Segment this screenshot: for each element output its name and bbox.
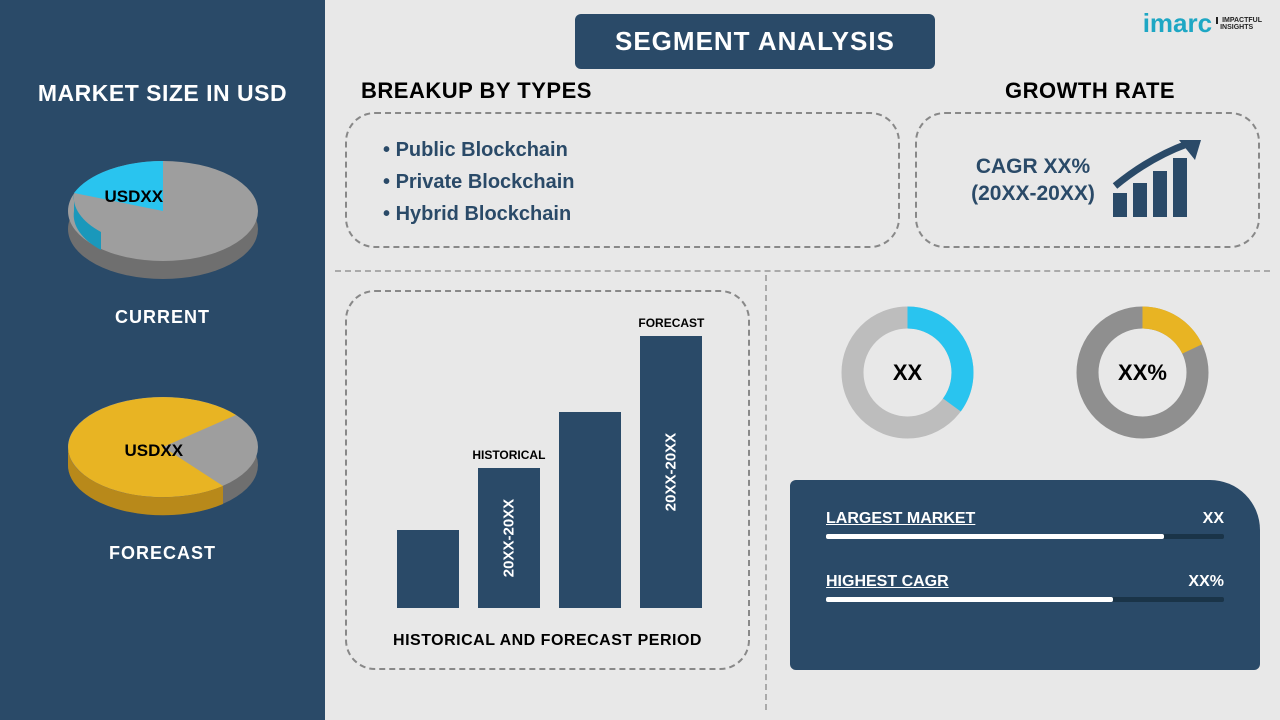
pie-forecast-caption: FORECAST [20,543,305,564]
growth-chart-icon [1109,138,1204,223]
divider-vertical [765,275,767,710]
pie-current-caption: CURRENT [20,307,305,328]
sidebar-title: MARKET SIZE IN USD [20,80,305,107]
stats-panel: LARGEST MARKET XX HIGHEST CAGR XX% [790,480,1260,670]
breakup-heading: BREAKUP BY TYPES [361,78,592,104]
donut-0: XX [835,300,980,445]
type-item-1: • Private Blockchain [383,166,862,198]
sidebar: MARKET SIZE IN USD USDXX CURRENT USDXX F… [0,0,325,720]
type-item-2: • Hybrid Blockchain [383,198,862,230]
stat-row-1: HIGHEST CAGR XX% [826,573,1224,602]
bar-3: FORECAST 20XX-20XX [640,336,702,608]
donut-row: XX XX% [790,300,1260,445]
divider-horizontal [335,270,1270,272]
brand-logo: imarc IMPACTFUL INSIGHTS [1143,8,1262,39]
bars-area: HISTORICAL 20XX-20XX FORECAST 20XX-20XX [387,328,712,608]
donut-1: XX% [1070,300,1215,445]
hist-box: HISTORICAL 20XX-20XX FORECAST 20XX-20XX … [345,290,750,670]
growth-heading: GROWTH RATE [1005,78,1175,104]
type-item-0: • Public Blockchain [383,134,862,166]
brand-tag2: INSIGHTS [1216,24,1262,31]
bar-1: HISTORICAL 20XX-20XX [478,468,540,608]
types-box: • Public Blockchain • Private Blockchain… [345,112,900,248]
main: SEGMENT ANALYSIS imarc IMPACTFUL INSIGHT… [325,0,1280,720]
bar-2 [559,412,621,608]
stat-row-0: LARGEST MARKET XX [826,510,1224,539]
pie-forecast-label: USDXX [125,441,184,461]
growth-text: CAGR XX% (20XX-20XX) [971,153,1095,208]
page-title: SEGMENT ANALYSIS [575,14,935,69]
brand-tag1: IMPACTFUL [1216,17,1262,24]
hist-caption: HISTORICAL AND FORECAST PERIOD [347,632,748,650]
pie-forecast: USDXX [43,383,283,533]
bar-0 [397,530,459,608]
brand-name: imarc [1143,8,1212,39]
growth-box: CAGR XX% (20XX-20XX) [915,112,1260,248]
pie-current-label: USDXX [105,187,164,207]
pie-current: USDXX [43,147,283,297]
